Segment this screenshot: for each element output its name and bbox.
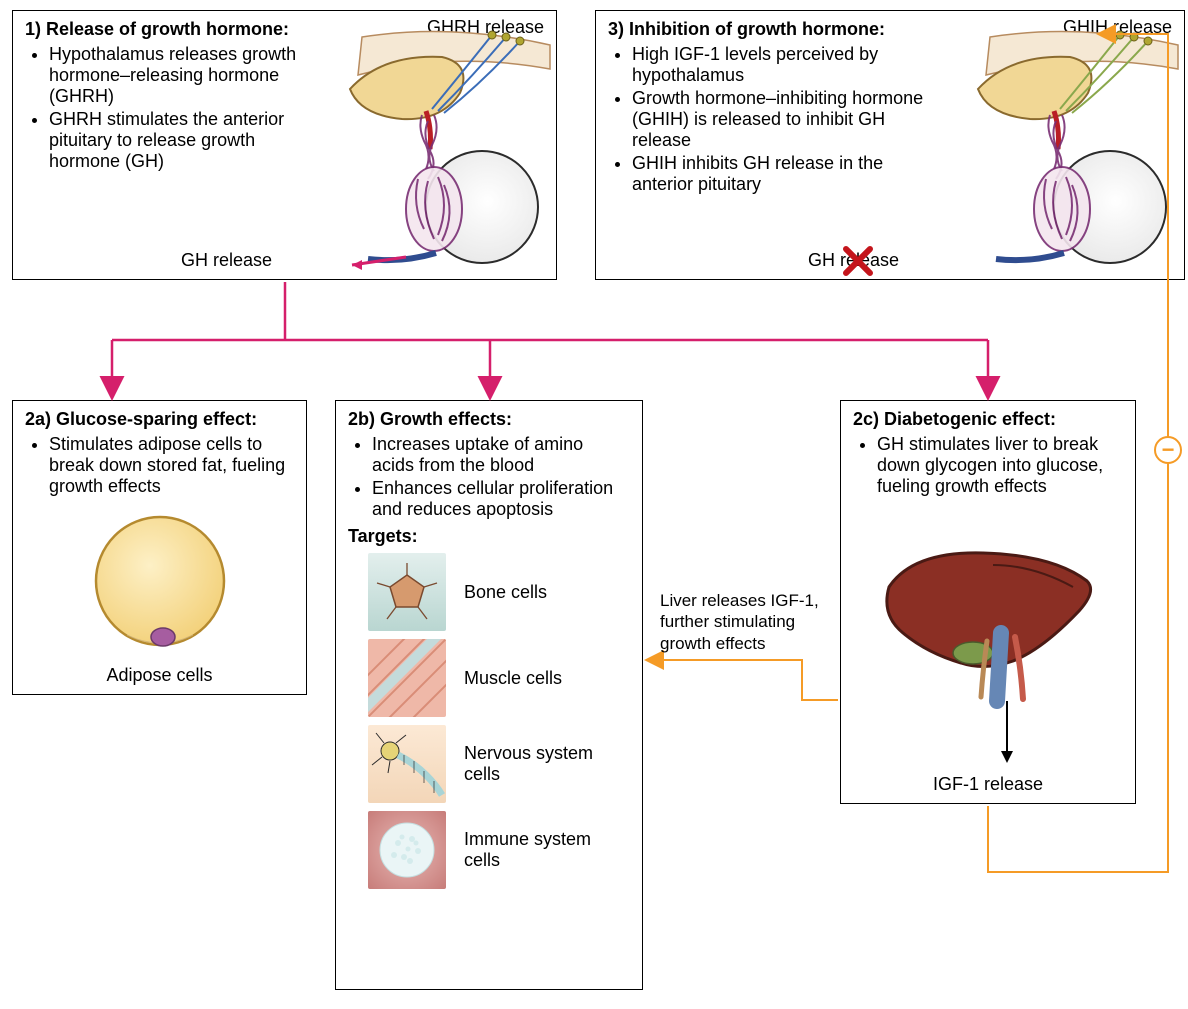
panel-2b-bullet-2: Enhances cellular proliferation and redu…: [372, 478, 630, 520]
panel-2c-output-label: IGF-1 release: [841, 774, 1135, 795]
panel-2b-growth-effects: 2b) Growth effects: Increases uptake of …: [335, 400, 643, 990]
target-row-immune: Immune system cells: [368, 811, 630, 889]
panel-2a-bullets: Stimulates adipose cells to break down s…: [25, 434, 294, 497]
panel-3-bullet-1: High IGF-1 levels perceived by hypothala…: [632, 44, 938, 86]
panel-2b-bullets: Increases uptake of amino acids from the…: [348, 434, 630, 520]
panel-2b-title: 2b) Growth effects:: [348, 409, 630, 430]
panel-2b-targets-label: Targets:: [348, 526, 630, 547]
panel-3-bullets: High IGF-1 levels perceived by hypothala…: [608, 44, 938, 195]
panel-3-bullet-2: Growth hormone–inhibiting hormone (GHIH)…: [632, 88, 938, 151]
target-row-muscle: Muscle cells: [368, 639, 630, 717]
bone-cell-thumb: [368, 553, 446, 631]
target-label-immune: Immune system cells: [464, 829, 630, 871]
panel-1-bullet-2: GHRH stimulates the anterior pituitary t…: [49, 109, 325, 172]
panel-2c-title: 2c) Diabetogenic effect:: [853, 409, 1123, 430]
panel-1-bullets: Hypothalamus releases growth hormone–rel…: [25, 44, 325, 172]
igf1-feedback-caption: Liver releases IGF-1, further stimulatin…: [660, 590, 820, 654]
panel-2c-diabetogenic: 2c) Diabetogenic effect: GH stimulates l…: [840, 400, 1136, 804]
pituitary-illustration-1: [342, 29, 552, 279]
panel-2b-bullet-1: Increases uptake of amino acids from the…: [372, 434, 630, 476]
target-label-bone: Bone cells: [464, 582, 547, 603]
panel-1-release: 1) Release of growth hormone: Hypothalam…: [12, 10, 557, 280]
igf1-release-arrow: [987, 701, 1027, 771]
immune-cell-thumb: [368, 811, 446, 889]
panel-2a-caption: Adipose cells: [13, 665, 306, 686]
svg-text:−: −: [1162, 437, 1175, 462]
panel-2a-title: 2a) Glucose-sparing effect:: [25, 409, 294, 430]
target-label-nervous: Nervous system cells: [464, 743, 630, 785]
panel-3-inhibition: 3) Inhibition of growth hormone: High IG…: [595, 10, 1185, 280]
pituitary-illustration-3: [970, 29, 1180, 279]
panel-1-bullet-1: Hypothalamus releases growth hormone–rel…: [49, 44, 325, 107]
panel-2c-bullets: GH stimulates liver to break down glycog…: [853, 434, 1123, 497]
panel-2a-bullet-1: Stimulates adipose cells to break down s…: [49, 434, 294, 497]
panel-1-bottom-label: GH release: [181, 250, 272, 271]
target-row-bone: Bone cells: [368, 553, 630, 631]
muscle-cell-thumb: [368, 639, 446, 717]
panel-2c-bullet-1: GH stimulates liver to break down glycog…: [877, 434, 1123, 497]
liver-illustration: [873, 541, 1103, 711]
nervous-cell-thumb: [368, 725, 446, 803]
inhibit-x-icon: [842, 245, 874, 277]
panel-3-bullet-3: GHIH inhibits GH release in the anterior…: [632, 153, 938, 195]
target-label-muscle: Muscle cells: [464, 668, 562, 689]
adipose-cell-illustration: [85, 509, 235, 659]
panel-2a-glucose-sparing: 2a) Glucose-sparing effect: Stimulates a…: [12, 400, 307, 695]
target-row-nervous: Nervous system cells: [368, 725, 630, 803]
